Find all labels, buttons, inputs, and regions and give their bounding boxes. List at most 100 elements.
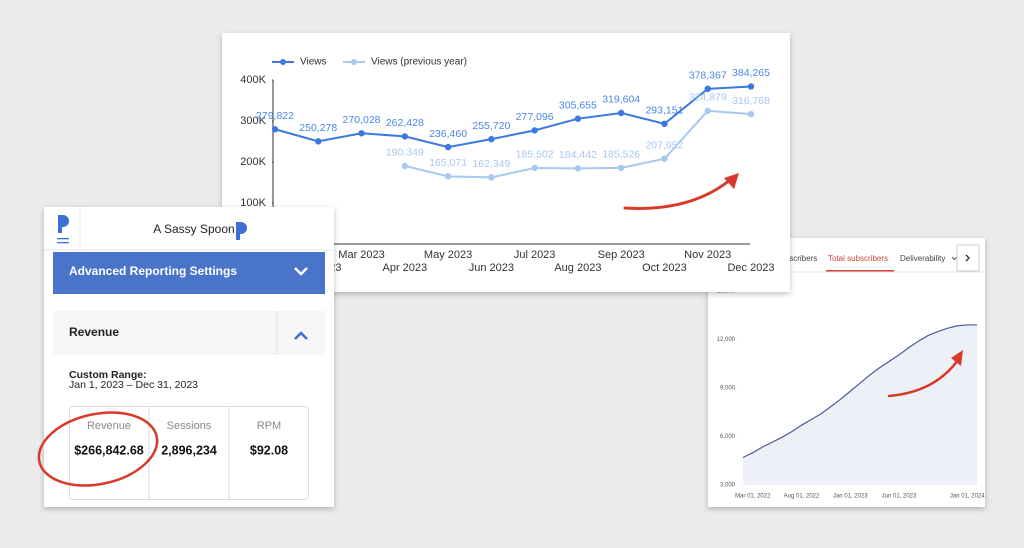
settings-title: Advanced Reporting Settings bbox=[69, 264, 237, 278]
x-tick-label: Jun 2023 bbox=[469, 262, 514, 274]
chevron-down bbox=[294, 267, 308, 276]
red-arrow bbox=[623, 178, 732, 210]
data-point bbox=[488, 135, 495, 143]
data-label: 165,071 bbox=[429, 157, 467, 169]
legend-marker bbox=[280, 59, 286, 65]
menu-icon bbox=[57, 242, 69, 244]
data-label: 378,367 bbox=[689, 70, 727, 82]
y-tick-label: 400K bbox=[240, 74, 266, 86]
x-tick-label: Jan 01, 2023 bbox=[833, 494, 868, 500]
x-tick-label: Oct 2023 bbox=[642, 262, 687, 274]
next-button[interactable] bbox=[956, 244, 980, 272]
data-point bbox=[661, 155, 668, 162]
data-point bbox=[661, 120, 668, 128]
y-tick-label: 9,000 bbox=[720, 386, 736, 392]
chevron-up bbox=[294, 331, 308, 340]
data-point bbox=[747, 110, 755, 118]
metric-label: Sessions bbox=[167, 420, 212, 432]
range-label: Custom Range: bbox=[69, 369, 147, 381]
site-name: A Sassy Spoon bbox=[153, 222, 234, 236]
tab[interactable]: Deliverability bbox=[900, 254, 945, 263]
tab-caret bbox=[951, 256, 958, 261]
data-point bbox=[488, 174, 495, 181]
red-arrowhead bbox=[724, 173, 739, 189]
red-arrowhead bbox=[951, 350, 963, 366]
x-tick-label: Nov 2023 bbox=[684, 249, 731, 261]
x-tick-label: Jun 01, 2023 bbox=[882, 494, 917, 500]
data-point bbox=[531, 127, 538, 134]
data-label: 262,428 bbox=[386, 117, 424, 129]
tab[interactable]: Subscribers bbox=[775, 254, 817, 263]
data-point bbox=[574, 115, 582, 122]
y-tick-label: 3,000 bbox=[720, 483, 736, 489]
metric-value: $266,842.68 bbox=[74, 443, 144, 457]
next-icon bbox=[965, 254, 970, 262]
data-point bbox=[444, 143, 452, 151]
y-tick-label: 300K bbox=[240, 115, 266, 127]
data-point bbox=[315, 138, 322, 145]
series-line bbox=[742, 324, 977, 459]
x-tick-label: Mar 2023 bbox=[338, 249, 384, 261]
x-tick-label: Aug 2023 bbox=[554, 262, 601, 274]
y-tick-label: 6,000 bbox=[720, 434, 736, 440]
data-point bbox=[531, 164, 538, 172]
data-label: 316,768 bbox=[732, 95, 770, 107]
logo bbox=[236, 222, 247, 240]
x-tick-label: Jan 01, 2024 bbox=[950, 494, 985, 500]
metric-value: $92.08 bbox=[250, 443, 288, 457]
settings-bar[interactable] bbox=[53, 252, 325, 294]
data-label: 162,349 bbox=[472, 158, 510, 170]
x-tick-label: Jul 2023 bbox=[514, 249, 556, 261]
x-tick-label: May 2023 bbox=[424, 249, 472, 261]
y-tick-label: 100K bbox=[240, 197, 266, 209]
data-point bbox=[444, 173, 452, 180]
y-tick-label: 12,000 bbox=[717, 337, 736, 343]
x-tick-label: Dec 2023 bbox=[727, 262, 774, 274]
data-label: 305,655 bbox=[559, 99, 597, 111]
data-label: 270,028 bbox=[343, 114, 381, 126]
red-arrow bbox=[887, 358, 960, 398]
data-label: 185,526 bbox=[602, 149, 640, 161]
data-point bbox=[704, 85, 711, 93]
menu-icon[interactable] bbox=[57, 238, 69, 240]
data-point bbox=[617, 109, 625, 117]
data-label: 255,720 bbox=[472, 120, 510, 132]
settings-panel: A Sassy Spoon Advanced Reporting Setting… bbox=[37, 207, 334, 507]
data-label: 236,460 bbox=[429, 128, 467, 140]
data-point bbox=[704, 107, 711, 114]
data-point bbox=[271, 126, 279, 133]
red-circle bbox=[37, 411, 159, 487]
series-area bbox=[743, 324, 977, 485]
data-label: 319,604 bbox=[602, 94, 640, 106]
series-line bbox=[274, 85, 752, 149]
x-tick-label: Aug 01, 2022 bbox=[784, 494, 820, 500]
data-label: 293,151 bbox=[645, 105, 683, 117]
data-label: 185,502 bbox=[516, 149, 554, 161]
section-title: Revenue bbox=[69, 325, 119, 339]
data-point bbox=[401, 162, 409, 170]
y-tick-label: 200K bbox=[240, 156, 266, 168]
x-tick-label: Sep 2023 bbox=[598, 249, 645, 261]
x-tick-label: Mar 01, 2022 bbox=[735, 494, 771, 500]
data-label: 324,879 bbox=[689, 92, 727, 104]
data-label: 279,822 bbox=[256, 110, 294, 122]
data-point bbox=[617, 164, 625, 172]
legend-marker bbox=[351, 59, 357, 65]
metric-value: 2,896,234 bbox=[161, 443, 217, 457]
section-header[interactable] bbox=[53, 311, 325, 355]
data-label: 190,349 bbox=[386, 147, 424, 159]
tab-active[interactable]: Total subscribers bbox=[828, 254, 888, 263]
data-label: 207,952 bbox=[645, 140, 683, 152]
data-point bbox=[358, 130, 365, 137]
data-label: 250,278 bbox=[299, 122, 337, 134]
legend-label: Views (previous year) bbox=[371, 57, 467, 68]
metric-label: Revenue bbox=[87, 420, 131, 432]
logo bbox=[58, 215, 69, 233]
data-point bbox=[574, 165, 582, 172]
data-point bbox=[401, 133, 409, 140]
x-tick-label: Apr 2023 bbox=[382, 262, 427, 274]
